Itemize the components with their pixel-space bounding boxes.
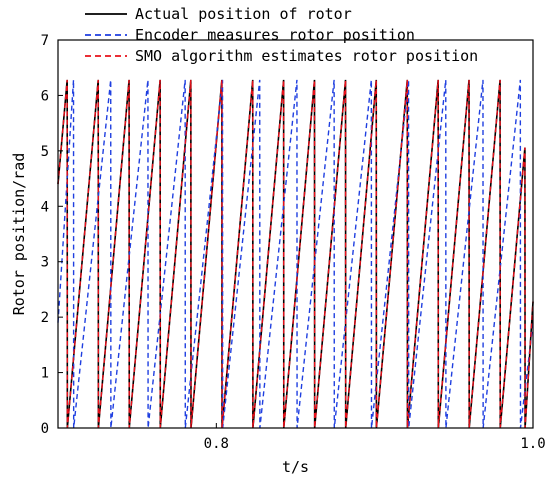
legend-label-3: SMO algorithm estimates rotor position [135, 47, 478, 65]
series-layer [57, 79, 534, 429]
legend-label-1: Actual position of rotor [135, 5, 352, 23]
series-line-3 [57, 79, 534, 429]
plot-frame [57, 39, 534, 429]
x-tick-label: 1.0 [520, 436, 545, 452]
y-tick-label: 6 [41, 88, 49, 104]
y-tick-label: 0 [41, 421, 49, 437]
x-tick-label: 0.8 [204, 436, 229, 452]
y-tick-label: 3 [41, 255, 49, 271]
y-tick-label: 5 [41, 144, 49, 160]
y-axis-label: Rotor position/rad [10, 153, 28, 316]
y-tick-label: 4 [41, 199, 49, 215]
y-tick-label: 1 [41, 366, 49, 382]
x-axis-label: t/s [282, 458, 309, 476]
y-tick-label: 2 [41, 310, 49, 326]
axes: 0 1 2 3 4 5 6 7 0.8 1.0 [41, 33, 546, 452]
y-tick-label: 7 [41, 33, 49, 49]
legend: Actual position of rotor Encoder measures… [85, 5, 478, 65]
series-line-2 [57, 79, 534, 429]
legend-label-2: Encoder measures rotor position [135, 26, 415, 44]
